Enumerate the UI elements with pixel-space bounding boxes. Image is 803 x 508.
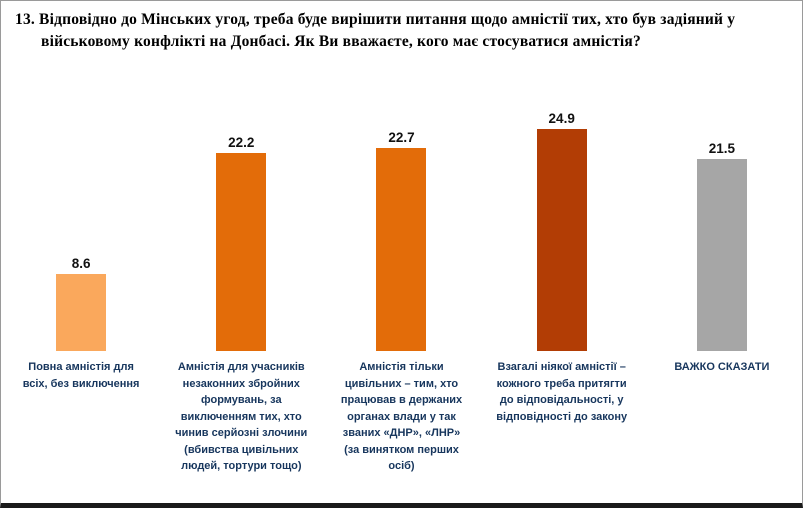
bar — [696, 159, 747, 351]
bar — [216, 153, 267, 351]
bar — [376, 148, 427, 351]
category-label: Взагалі ніякої амністії – кожного треба … — [496, 361, 628, 423]
bar-plot-area: 21.5 — [642, 101, 802, 351]
bar-column: 22.7 Амністія тільки цивільних – тим, хто… — [321, 101, 481, 503]
category-label: Амністія для учасників незаконних збройн… — [175, 361, 308, 472]
bar — [536, 129, 587, 351]
bar-value-label: 21.5 — [708, 141, 736, 156]
bar-chart: 8.6 Повна амністія для всіх, без виключен… — [1, 101, 802, 503]
bar-column: 24.9 Взагалі ніякої амністії – кожного тр… — [482, 101, 642, 503]
bar-column: 22.2 Амністія для учасників незаконних зб… — [161, 101, 321, 503]
category-label: Амністія тільки цивільних – тим, хто пра… — [340, 361, 463, 472]
category-label: Повна амністія для всіх, без виключення — [22, 361, 140, 390]
category-label: ВАЖКО СКАЗАТИ — [674, 361, 770, 373]
bar-value-label: 24.9 — [548, 111, 575, 126]
bar-plot-area: 22.2 — [161, 101, 321, 351]
bar — [56, 274, 107, 351]
bar-value-label: 8.6 — [71, 256, 91, 271]
chart-title: 13. Відповідно до Мінських угод, треба б… — [15, 11, 736, 50]
bar-value-label: 22.7 — [388, 130, 415, 145]
bar-plot-area: 24.9 — [482, 101, 642, 351]
bar-value-label: 22.2 — [228, 135, 255, 150]
bar-plot-area: 8.6 — [1, 101, 161, 351]
bar-plot-area: 22.7 — [321, 101, 481, 351]
bar-column: 21.5 ВАЖКО СКАЗАТИ — [642, 101, 802, 503]
bar-column: 8.6 Повна амністія для всіх, без виключен… — [1, 101, 161, 503]
